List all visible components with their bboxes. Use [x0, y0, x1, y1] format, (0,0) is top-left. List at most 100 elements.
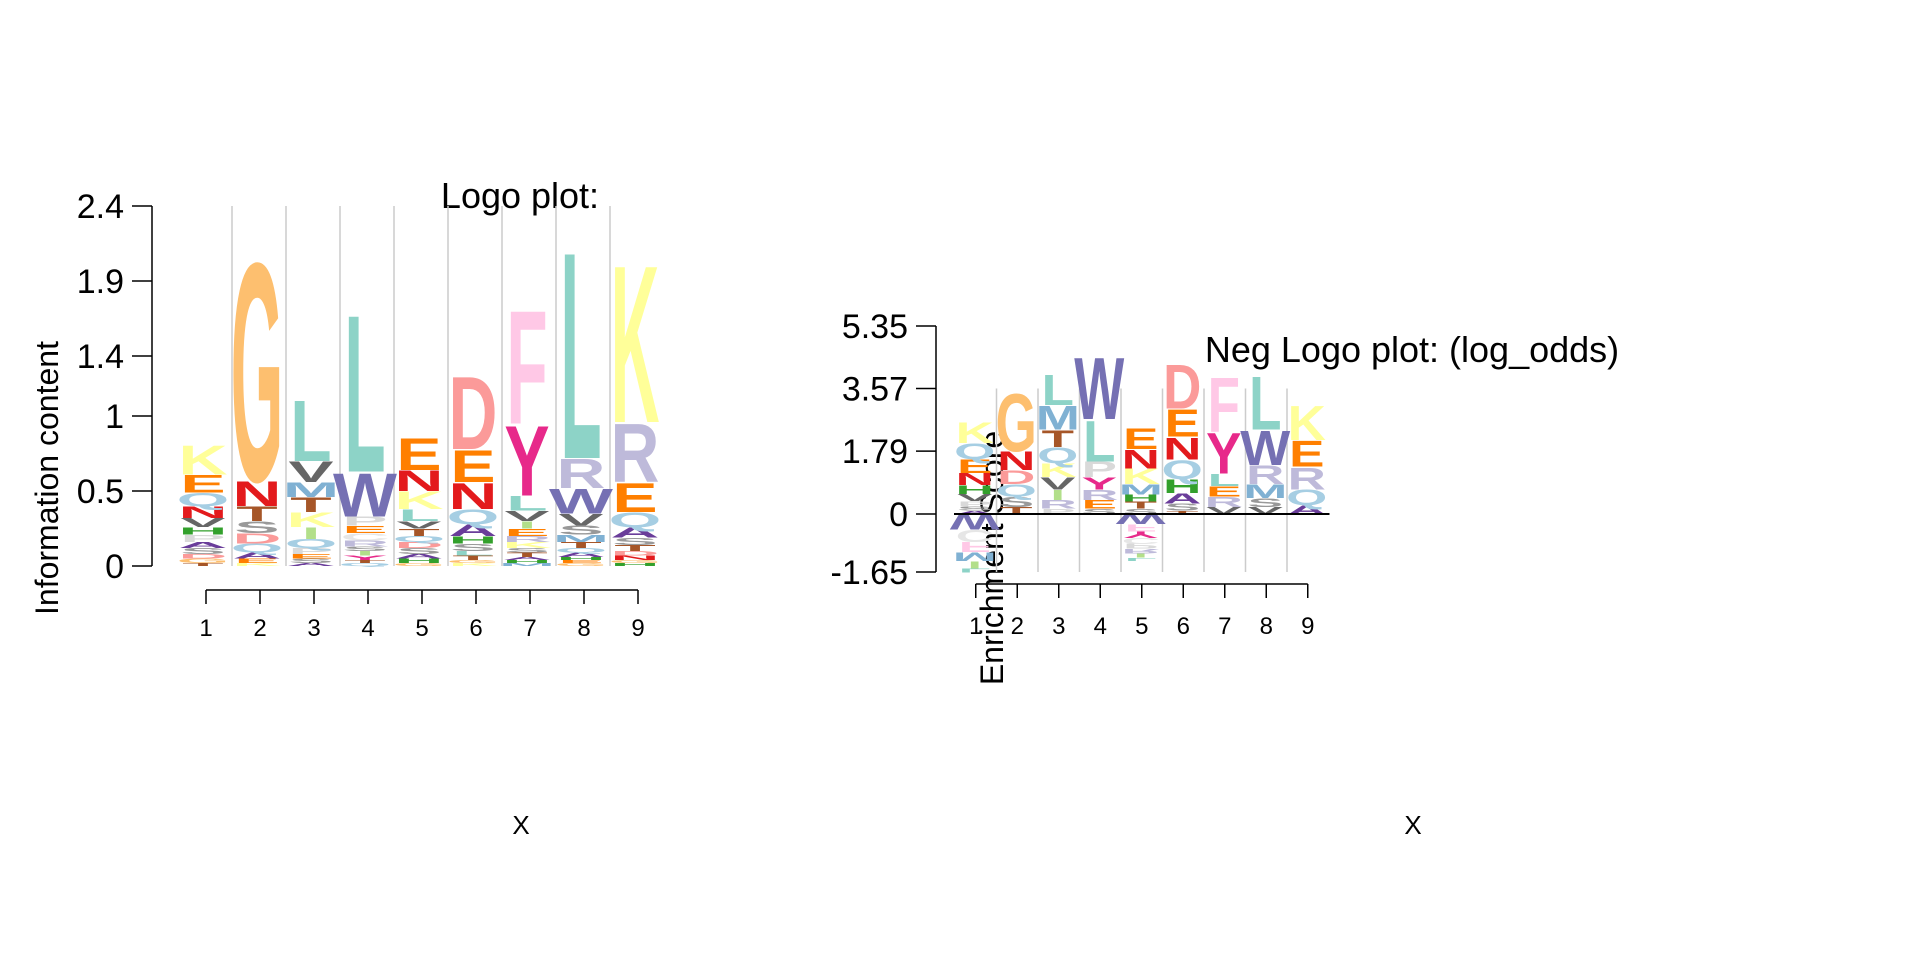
logo-letter-N: N [449, 475, 498, 517]
logo-letter-M: M [553, 533, 609, 545]
svg-text:V: V [1248, 506, 1284, 517]
logo-letter-H: H [395, 557, 444, 564]
logo-letter-E: E [1082, 498, 1117, 512]
y-tick-label: -1.65 [831, 554, 909, 592]
logo-letter-T: T [1125, 500, 1157, 511]
svg-text:M: M [499, 562, 555, 567]
svg-text:V: V [288, 456, 333, 488]
logo-letter-G: G [447, 559, 500, 564]
svg-text:P: P [957, 500, 992, 508]
svg-text:S: S [1123, 508, 1158, 516]
logo-letter-E: E [1123, 423, 1158, 456]
svg-text:Q: Q [1037, 443, 1078, 468]
logo-letter-P: P [1123, 542, 1158, 550]
logo-letter-L: L [290, 382, 331, 480]
svg-text:E: E [1082, 498, 1117, 512]
svg-text:T: T [398, 527, 440, 539]
svg-text:G: G [555, 562, 608, 567]
svg-text:M: M [1243, 481, 1287, 503]
svg-text:V: V [1040, 474, 1075, 493]
logo-letter-A: A [233, 551, 282, 560]
logo-letter-L: L [959, 567, 991, 574]
logo-letter-P: P [288, 547, 333, 556]
svg-text:E: E [342, 524, 387, 536]
svg-text:D: D [233, 531, 282, 547]
logo-letter-F: F [1125, 522, 1157, 533]
logo-letter-R: R [1246, 460, 1284, 490]
svg-text:N: N [449, 475, 498, 517]
svg-text:N: N [997, 446, 1035, 476]
logo-letter-S: S [1165, 502, 1200, 513]
logo-letter-T: T [560, 541, 601, 550]
logo-letter-Q: Q [1037, 443, 1078, 468]
y-tick-label: 1.4 [77, 338, 124, 376]
svg-text:A: A [1163, 491, 1201, 507]
logo-letter-S: S [1248, 496, 1283, 510]
logo-letter-V: V [1248, 506, 1284, 517]
logo-letter-Q: Q [1162, 455, 1203, 485]
logo-letter-H: H [179, 525, 228, 537]
logo-letter-H: H [1163, 476, 1201, 498]
svg-text:K: K [449, 562, 498, 567]
x-tick-label: 6 [469, 615, 482, 642]
svg-text:C: C [341, 531, 390, 543]
svg-text:D: D [1163, 352, 1201, 423]
svg-text:P: P [1082, 457, 1117, 482]
svg-text:S: S [180, 547, 225, 556]
svg-text:L: L [1249, 361, 1281, 446]
svg-text:M: M [283, 478, 339, 501]
logo-letter-V: V [180, 516, 226, 530]
svg-text:F: F [959, 539, 991, 555]
svg-text:D: D [179, 553, 228, 560]
svg-text:Y: Y [1123, 530, 1158, 540]
svg-text:A: A [503, 556, 552, 561]
svg-text:R: R [1288, 461, 1326, 497]
logo-letter-S: S [957, 505, 992, 512]
logo-letter-V: V [1206, 506, 1242, 517]
logo-letter-K: K [1039, 460, 1077, 482]
logo-letter-E: E [288, 553, 333, 560]
svg-text:H: H [395, 557, 444, 564]
svg-text:V: V [396, 519, 441, 531]
logo-letter-N: N [1163, 431, 1201, 467]
svg-text:L: L [1042, 366, 1074, 415]
logo-letter-P: P [957, 500, 992, 508]
svg-text:D: D [449, 354, 498, 471]
logo-letter-C: C [956, 526, 994, 545]
svg-text:E: E [504, 527, 549, 539]
logo-letter-V: V [1040, 474, 1075, 493]
svg-text:T: T [344, 559, 385, 564]
svg-text:R: R [503, 535, 552, 544]
svg-text:K: K [233, 562, 282, 567]
logo-letter-S: S [180, 547, 225, 556]
svg-text:T: T [182, 562, 223, 567]
svg-text:V: V [504, 508, 550, 524]
logo-letter-I: I [518, 519, 537, 531]
svg-text:H: H [557, 556, 606, 561]
logo-letter-E: E [957, 456, 992, 478]
svg-text:E: E [288, 553, 333, 560]
logo-letter-N: N [997, 446, 1035, 476]
logo-letter-L: L [1042, 366, 1074, 415]
logo-letter-G: G [177, 557, 230, 564]
logo-letter-L: L [398, 506, 439, 525]
logo-letter-K: K [449, 562, 498, 567]
logo-letter-L: L [1083, 408, 1115, 474]
x-tick-label: 3 [1052, 613, 1065, 640]
svg-text:E: E [1123, 423, 1158, 456]
logo-letter-D: D [997, 467, 1035, 489]
logo-letter-W: W [549, 482, 613, 521]
svg-text:T: T [452, 554, 493, 561]
svg-text:Q: Q [231, 541, 284, 555]
logo-letter-H: H [611, 562, 660, 567]
svg-text:D: D [611, 550, 660, 557]
svg-text:Q: Q [1286, 485, 1327, 510]
svg-text:K: K [395, 486, 444, 514]
x-tick-label: 2 [253, 615, 266, 642]
logo-letter-Q: Q [393, 535, 446, 544]
svg-text:H: H [1122, 493, 1160, 504]
svg-text:K: K [1039, 460, 1077, 482]
